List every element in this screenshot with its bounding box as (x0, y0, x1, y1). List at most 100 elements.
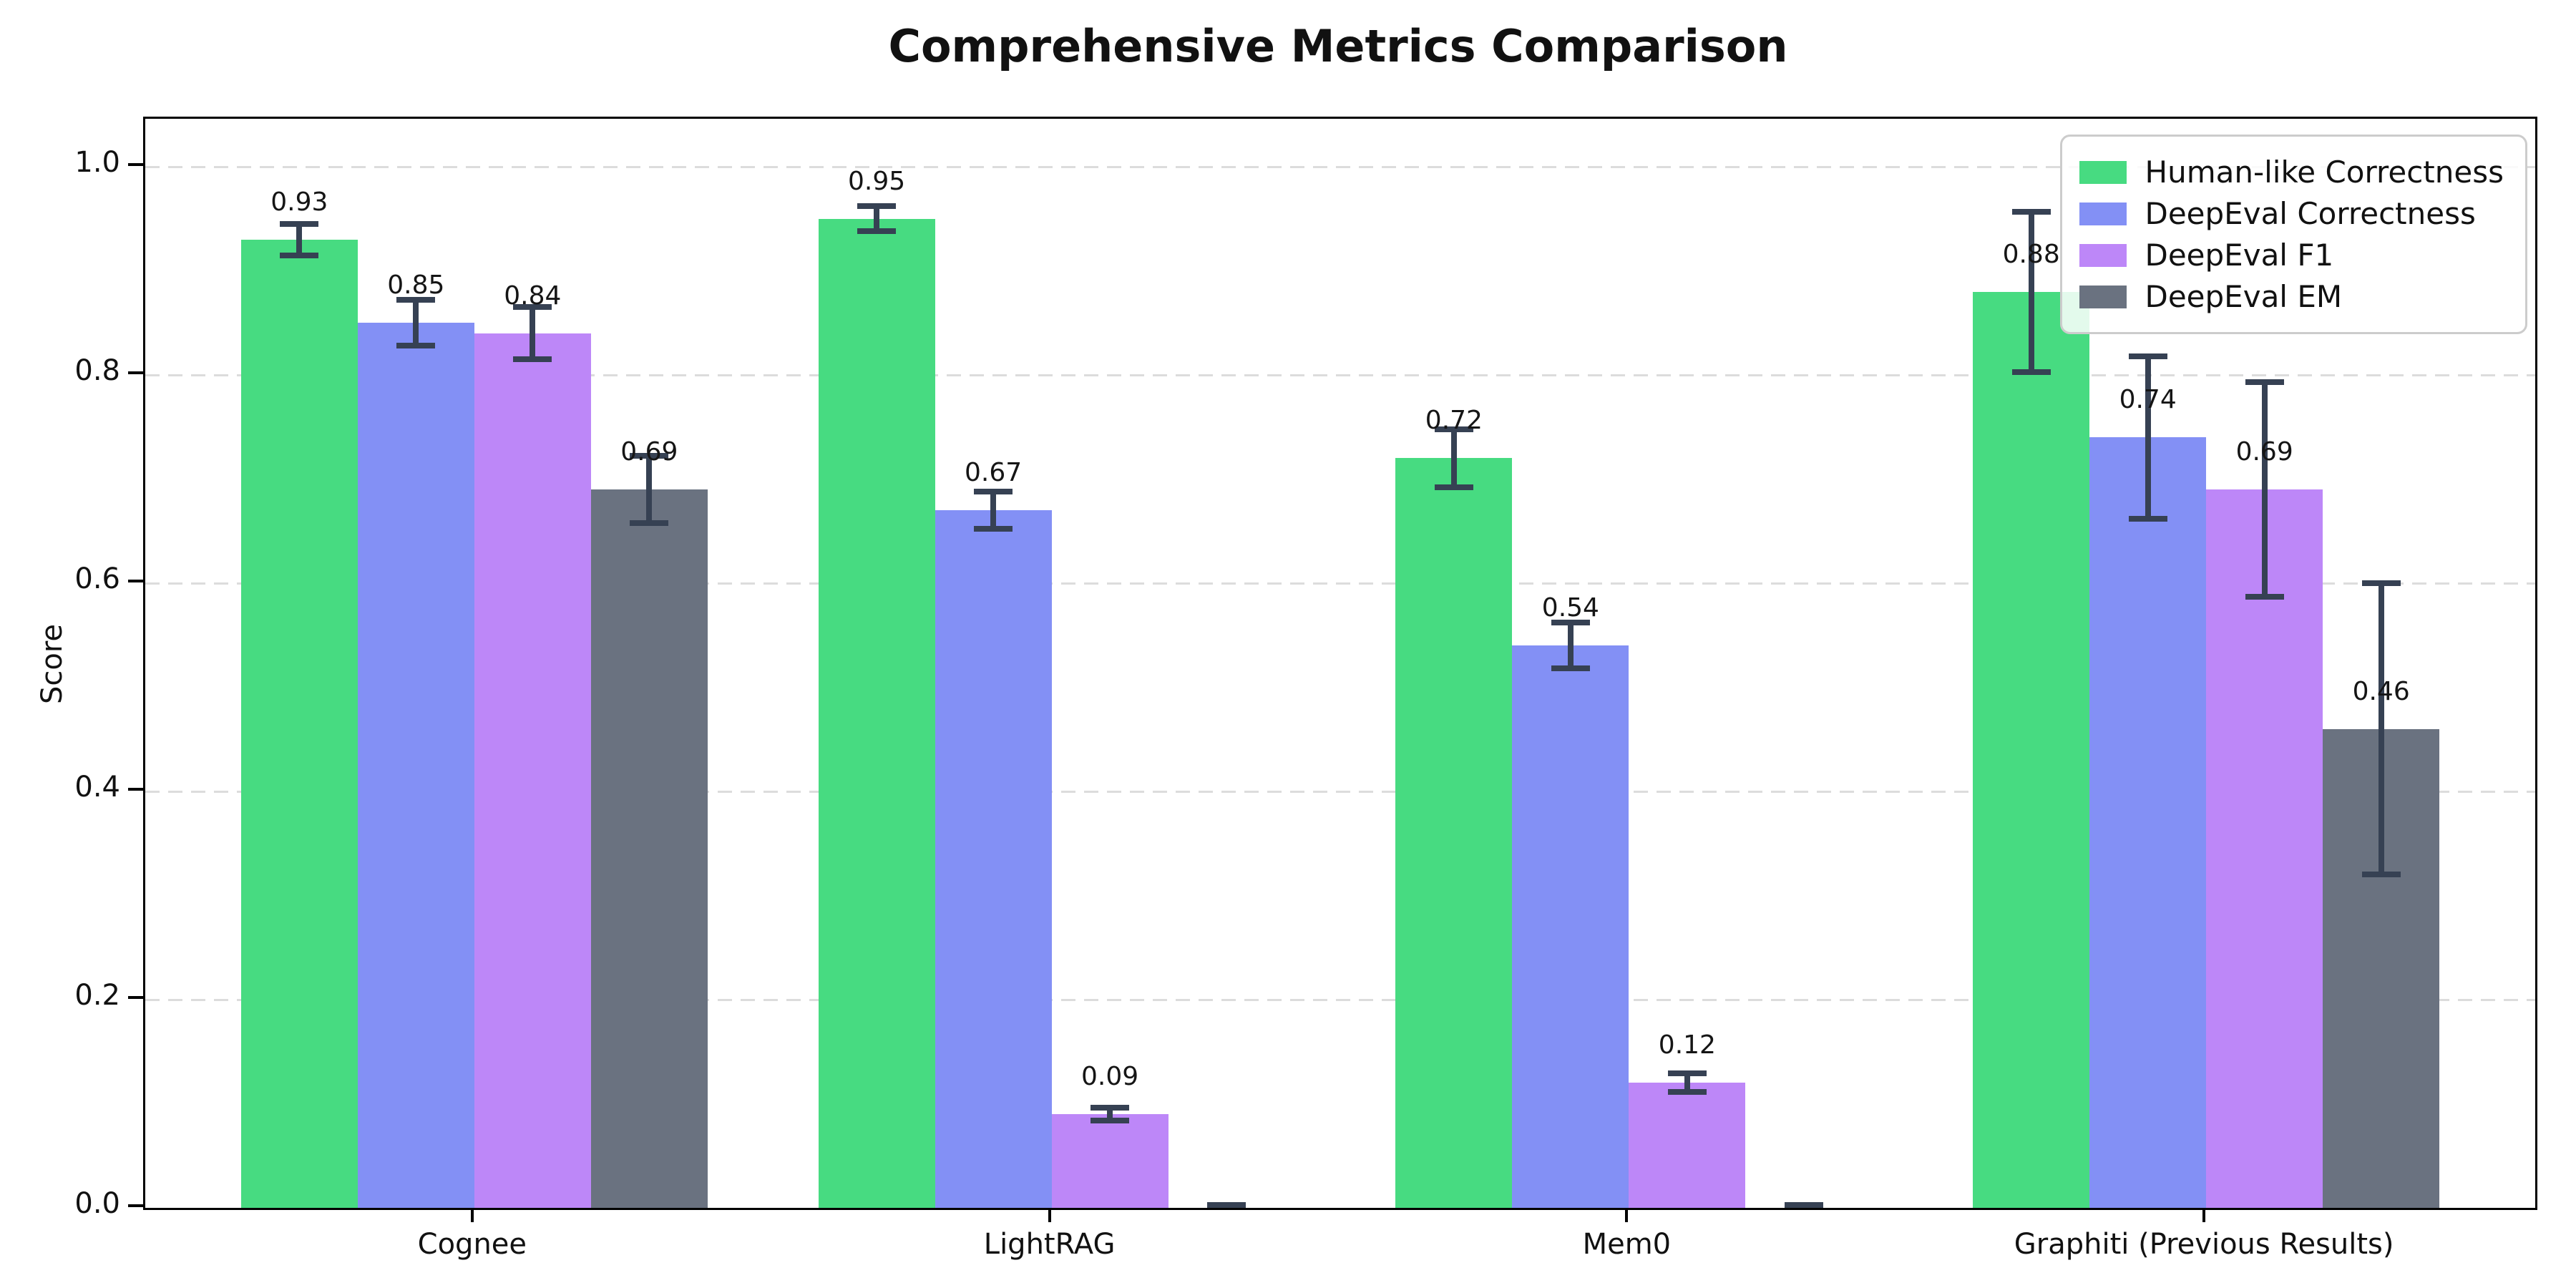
x-tick-label: Cognee (417, 1228, 527, 1261)
error-bar-cap-bottom (396, 343, 436, 349)
gridline (145, 582, 2535, 585)
error-bar-cap-bottom (1785, 1208, 1823, 1210)
bar-value-label: 0.54 (1541, 593, 1599, 623)
error-bar-cap-bottom (2245, 593, 2284, 600)
legend: Human-like Correctness DeepEval Correctne… (2059, 135, 2527, 334)
bar (590, 489, 708, 1208)
x-tick-mark (470, 1208, 474, 1222)
y-tick-mark (128, 371, 143, 374)
error-bar-cap-top (2361, 580, 2401, 586)
gridline (145, 998, 2535, 1001)
error-bar-cap-top (2128, 353, 2167, 359)
bar-value-label: 0.84 (504, 280, 562, 311)
error-bar-line (2028, 211, 2034, 372)
y-tick-mark (128, 163, 143, 166)
error-bar-cap-top (2245, 379, 2284, 386)
x-tick-label: LightRAG (983, 1228, 1116, 1261)
legend-item: DeepEval EM (2079, 279, 2504, 314)
bar-value-label: 0.46 (2352, 676, 2410, 706)
error-bar-cap-bottom (280, 252, 319, 258)
y-tick-label: 0.4 (74, 771, 120, 804)
error-bar-cap-top (630, 453, 669, 459)
error-bar-cap-bottom (1091, 1117, 1130, 1123)
bar-value-label: 0.93 (270, 187, 328, 217)
error-bar-line (2378, 583, 2384, 875)
x-tick-mark (1048, 1208, 1051, 1222)
error-bar-line (990, 491, 997, 530)
legend-swatch (2079, 243, 2127, 267)
error-bar-line (1567, 623, 1574, 669)
legend-label: DeepEval Correctness (2145, 196, 2476, 231)
error-bar-cap-top (1207, 1201, 1246, 1208)
error-bar-cap-bottom (974, 526, 1013, 532)
error-bar-line (2145, 356, 2151, 519)
bar-value-label: 0.95 (848, 166, 906, 196)
gridline (145, 165, 2535, 168)
error-bar-cap-top (396, 297, 436, 303)
error-bar-cap-top (1784, 1201, 1823, 1208)
error-bar-cap-bottom (1207, 1208, 1246, 1210)
y-tick-mark (128, 1204, 143, 1207)
legend-swatch (2079, 285, 2127, 308)
gridline (145, 790, 2535, 793)
error-bar-cap-top (280, 221, 319, 228)
error-bar-line (874, 206, 880, 232)
bar-value-label: 0.12 (1658, 1030, 1716, 1060)
bar-value-label: 0.88 (2002, 239, 2060, 269)
y-tick-mark (128, 580, 143, 582)
bar-value-label: 0.74 (2119, 385, 2177, 415)
y-tick-label: 0.2 (74, 979, 120, 1012)
error-bar-cap-top (1434, 426, 1473, 432)
legend-label: DeepEval F1 (2145, 238, 2334, 273)
error-bar-line (2261, 382, 2268, 597)
y-tick-mark (128, 996, 143, 999)
bar-value-label: 0.09 (1081, 1062, 1139, 1092)
error-bar-cap-top (974, 488, 1013, 494)
bar (1512, 645, 1629, 1208)
y-tick-mark (128, 788, 143, 791)
bar (1051, 1114, 1169, 1208)
bar (1973, 291, 2090, 1208)
bar (357, 323, 474, 1208)
y-tick-label: 0.0 (74, 1187, 120, 1220)
error-bar-cap-top (513, 304, 552, 311)
legend-swatch (2079, 160, 2127, 184)
error-bar-cap-top (1551, 620, 1590, 626)
error-bar-cap-bottom (2011, 369, 2051, 375)
bar (474, 333, 591, 1208)
error-bar-line (296, 224, 303, 255)
error-bar-line (1684, 1073, 1690, 1093)
error-bar-line (1450, 429, 1457, 488)
bar-value-label: 0.67 (965, 458, 1023, 488)
y-tick-label: 0.6 (74, 562, 120, 595)
error-bar-cap-bottom (1551, 665, 1590, 672)
gridline (145, 374, 2535, 376)
y-tick-label: 0.8 (74, 354, 120, 387)
error-bar-line (646, 456, 653, 523)
bar (2206, 489, 2323, 1208)
legend-label: Human-like Correctness (2145, 155, 2504, 190)
bar-value-label: 0.69 (620, 437, 678, 467)
error-bar-cap-bottom (1434, 484, 1473, 491)
bar (2089, 437, 2207, 1208)
bar-value-label: 0.85 (387, 270, 445, 301)
chart-title: Comprehensive Metrics Comparison (888, 20, 1788, 72)
error-bar-cap-bottom (2128, 515, 2167, 522)
bar (240, 239, 358, 1208)
bar (818, 218, 935, 1208)
error-bar-cap-bottom (2361, 872, 2401, 878)
legend-item: Human-like Correctness (2079, 155, 2504, 190)
x-tick-mark (1625, 1208, 1629, 1222)
error-bar-line (1107, 1108, 1113, 1121)
bar (1395, 458, 1513, 1208)
legend-swatch (2079, 202, 2127, 225)
error-bar-cap-top (2011, 208, 2051, 215)
x-tick-mark (2202, 1208, 2206, 1222)
bar (935, 510, 1052, 1208)
error-bar-line (413, 300, 419, 346)
error-bar-cap-bottom (857, 228, 897, 235)
y-tick-label: 1.0 (74, 146, 120, 179)
y-axis-label: Score (36, 623, 69, 705)
legend-item: DeepEval Correctness (2079, 196, 2504, 231)
